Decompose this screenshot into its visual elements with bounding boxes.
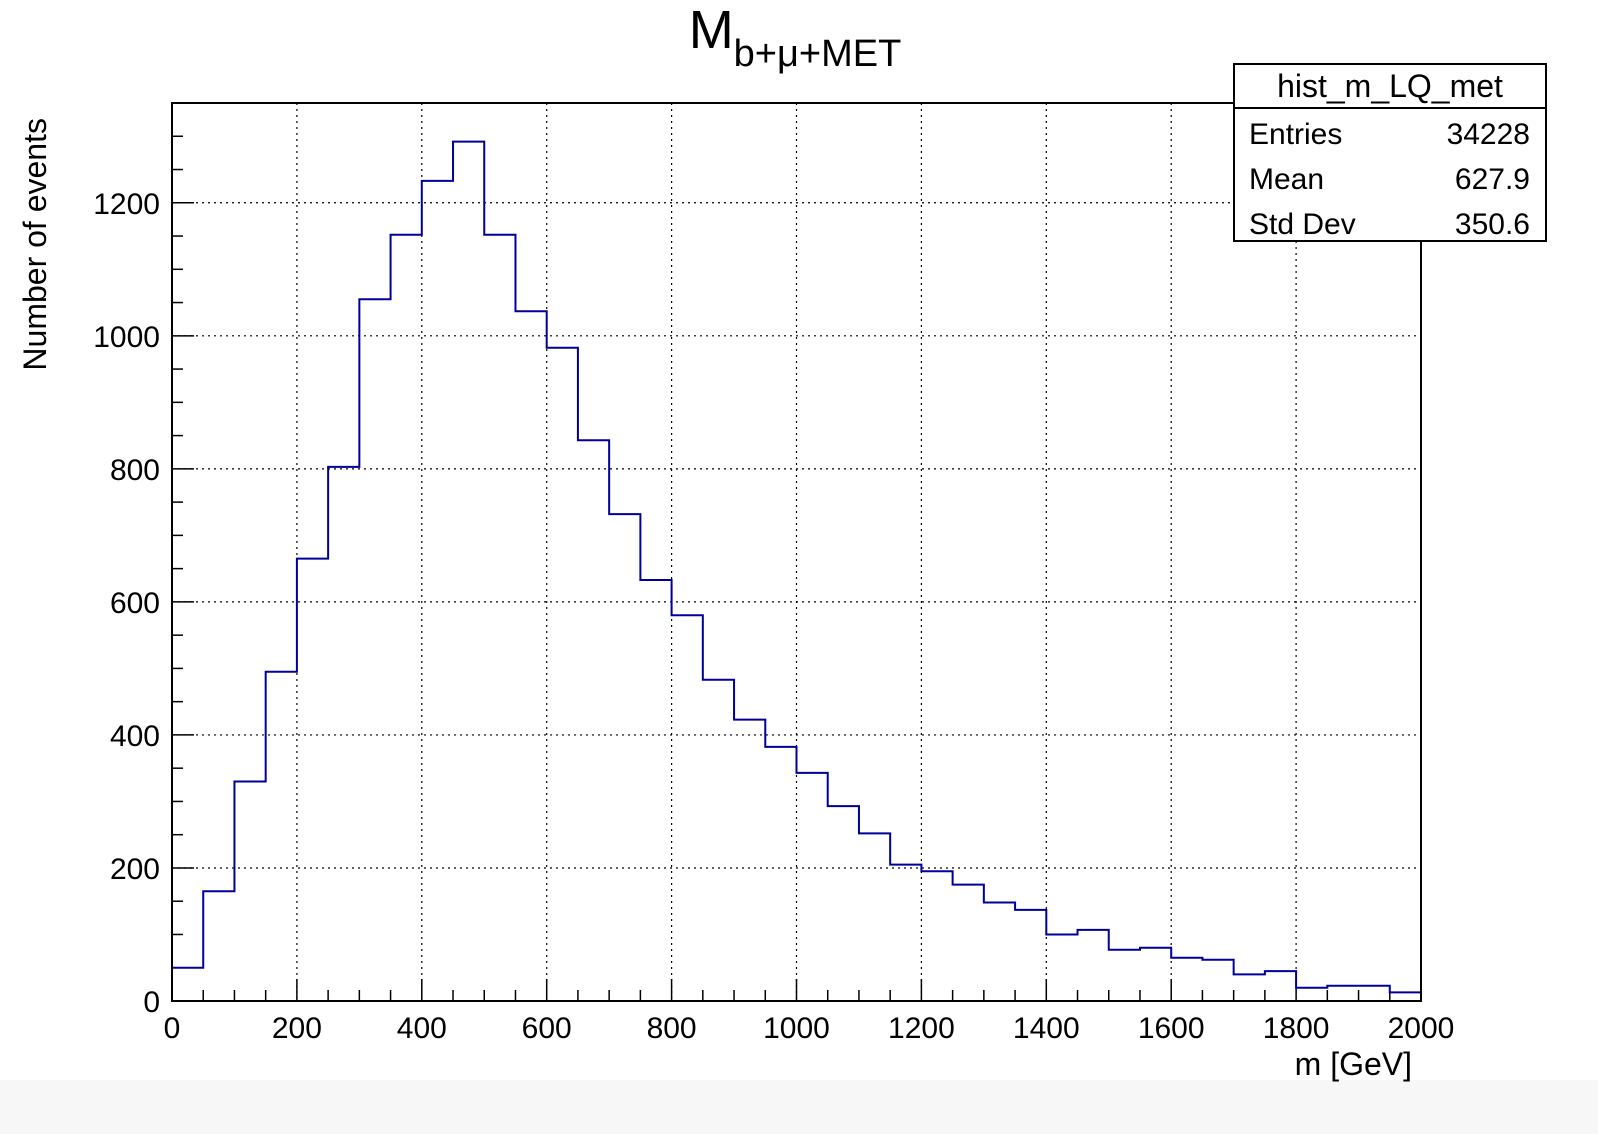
stats-entries-label: Entries: [1249, 118, 1342, 151]
x-tick-label: 1200: [888, 1012, 955, 1045]
stats-mean-value: 627.9: [1455, 163, 1530, 196]
y-tick-label: 1000: [93, 321, 160, 354]
stats-stddev-value: 350.6: [1455, 208, 1530, 241]
histogram-series: [171, 140, 1422, 1001]
bottom-strip: [0, 1080, 1598, 1134]
y-axis-title: Number of events: [17, 118, 53, 371]
chart-title: Mb+μ+MET: [689, 0, 902, 75]
y-tick-label: 0: [143, 986, 160, 1019]
stats-box: hist_m_LQ_met Entries 34228 Mean 627.9 S…: [1233, 63, 1547, 242]
x-tick-label: 800: [647, 1012, 697, 1045]
y-tick-label: 1200: [93, 188, 160, 221]
x-tick-label: 400: [397, 1012, 447, 1045]
stats-stddev-label: Std Dev: [1249, 208, 1356, 241]
x-tick-label: 600: [522, 1012, 572, 1045]
x-tick-label: 200: [272, 1012, 322, 1045]
y-tick-label: 200: [110, 853, 160, 886]
stats-mean-label: Mean: [1249, 163, 1324, 196]
x-tick-label: 0: [164, 1012, 181, 1045]
x-axis-title: m [GeV]: [1295, 1046, 1412, 1082]
y-tick-label: 600: [110, 587, 160, 620]
x-tick-label: 2000: [1388, 1012, 1455, 1045]
stats-box-name: hist_m_LQ_met: [1277, 68, 1503, 104]
x-tick-labels: 0 200 400 600 800 1000 1200 1400 1600 1800 2000: [164, 1012, 1455, 1045]
x-tick-label: 1600: [1138, 1012, 1205, 1045]
x-tick-label: 1400: [1013, 1012, 1080, 1045]
y-tick-label: 400: [110, 720, 160, 753]
y-tick-label: 800: [110, 454, 160, 487]
chart-title-subscript: b+μ+MET: [734, 33, 902, 75]
stats-entries-value: 34228: [1447, 118, 1530, 151]
chart-title-main: M: [689, 0, 734, 60]
grid-lines: [172, 103, 1421, 1001]
x-tick-label: 1000: [763, 1012, 830, 1045]
stats-box-frame: [1233, 63, 1547, 242]
plot-frame: [171, 102, 1422, 1002]
y-tick-labels: 0 200 400 600 800 1000 1200: [93, 188, 160, 1019]
x-tick-label: 1800: [1263, 1012, 1330, 1045]
